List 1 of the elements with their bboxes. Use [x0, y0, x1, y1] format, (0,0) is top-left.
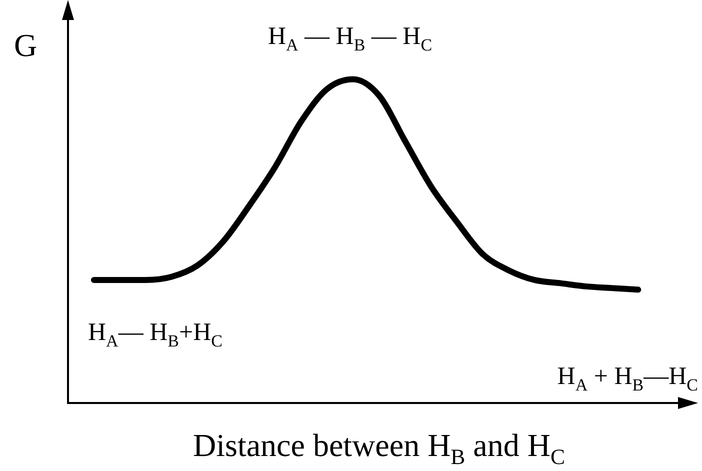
y-axis-title: G [14, 27, 38, 63]
